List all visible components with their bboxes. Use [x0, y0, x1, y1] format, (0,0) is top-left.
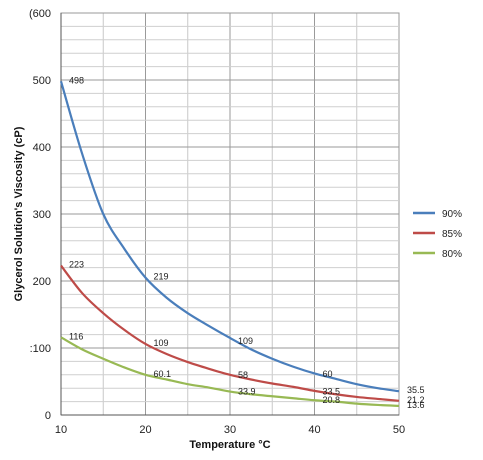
data-label: 33.9	[238, 386, 256, 396]
legend: 90% 85% 80%	[413, 209, 462, 260]
series-line-80pct	[60, 336, 400, 407]
y-tick-label: 400	[33, 142, 51, 154]
data-label: 109	[154, 338, 169, 348]
x-tick-label: 40	[308, 424, 320, 436]
x-axis-title: Temperature °C	[189, 439, 270, 451]
y-tick-label: :100	[30, 343, 51, 355]
y-tick-label: 0	[45, 410, 51, 422]
x-tick-label: 20	[139, 424, 151, 436]
data-label: 13.6	[407, 400, 425, 410]
data-label: 21.2	[407, 395, 425, 405]
y-tick-label: (600	[29, 8, 51, 20]
legend-label: 85%	[442, 229, 462, 240]
series-line-85pct	[60, 264, 400, 402]
data-label: 33.5	[323, 387, 341, 397]
data-label: 116	[69, 331, 83, 341]
data-label: 60	[323, 369, 333, 379]
y-axis-title: Glycerol Solution's Viscosity (cP)	[13, 126, 25, 301]
data-label: 109	[238, 336, 253, 346]
series-lines	[59, 81, 400, 407]
data-labels: 498 219 109 60 35.5 223 109 58 33.5 21.2 116 60.1 33…	[69, 75, 425, 410]
legend-label: 80%	[442, 249, 462, 260]
legend-label: 90%	[442, 209, 462, 220]
data-label: 35.5	[407, 385, 425, 395]
grid	[60, 12, 400, 416]
series-line-90pct	[59, 81, 400, 393]
data-label: 498	[69, 75, 84, 85]
y-tick-label: 200	[33, 276, 51, 288]
x-tick-label: 10	[55, 424, 67, 436]
data-label: 219	[154, 272, 169, 282]
axes	[60, 13, 399, 416]
data-label: 20.8	[323, 395, 341, 405]
x-tick-label: 50	[393, 424, 405, 436]
y-tick-label: 500	[33, 75, 51, 87]
data-label: 223	[69, 260, 84, 270]
data-label: 60.1	[154, 369, 172, 379]
data-label: 58	[238, 370, 248, 380]
y-tick-label: 300	[33, 209, 51, 221]
x-tick-label: 30	[224, 424, 236, 436]
